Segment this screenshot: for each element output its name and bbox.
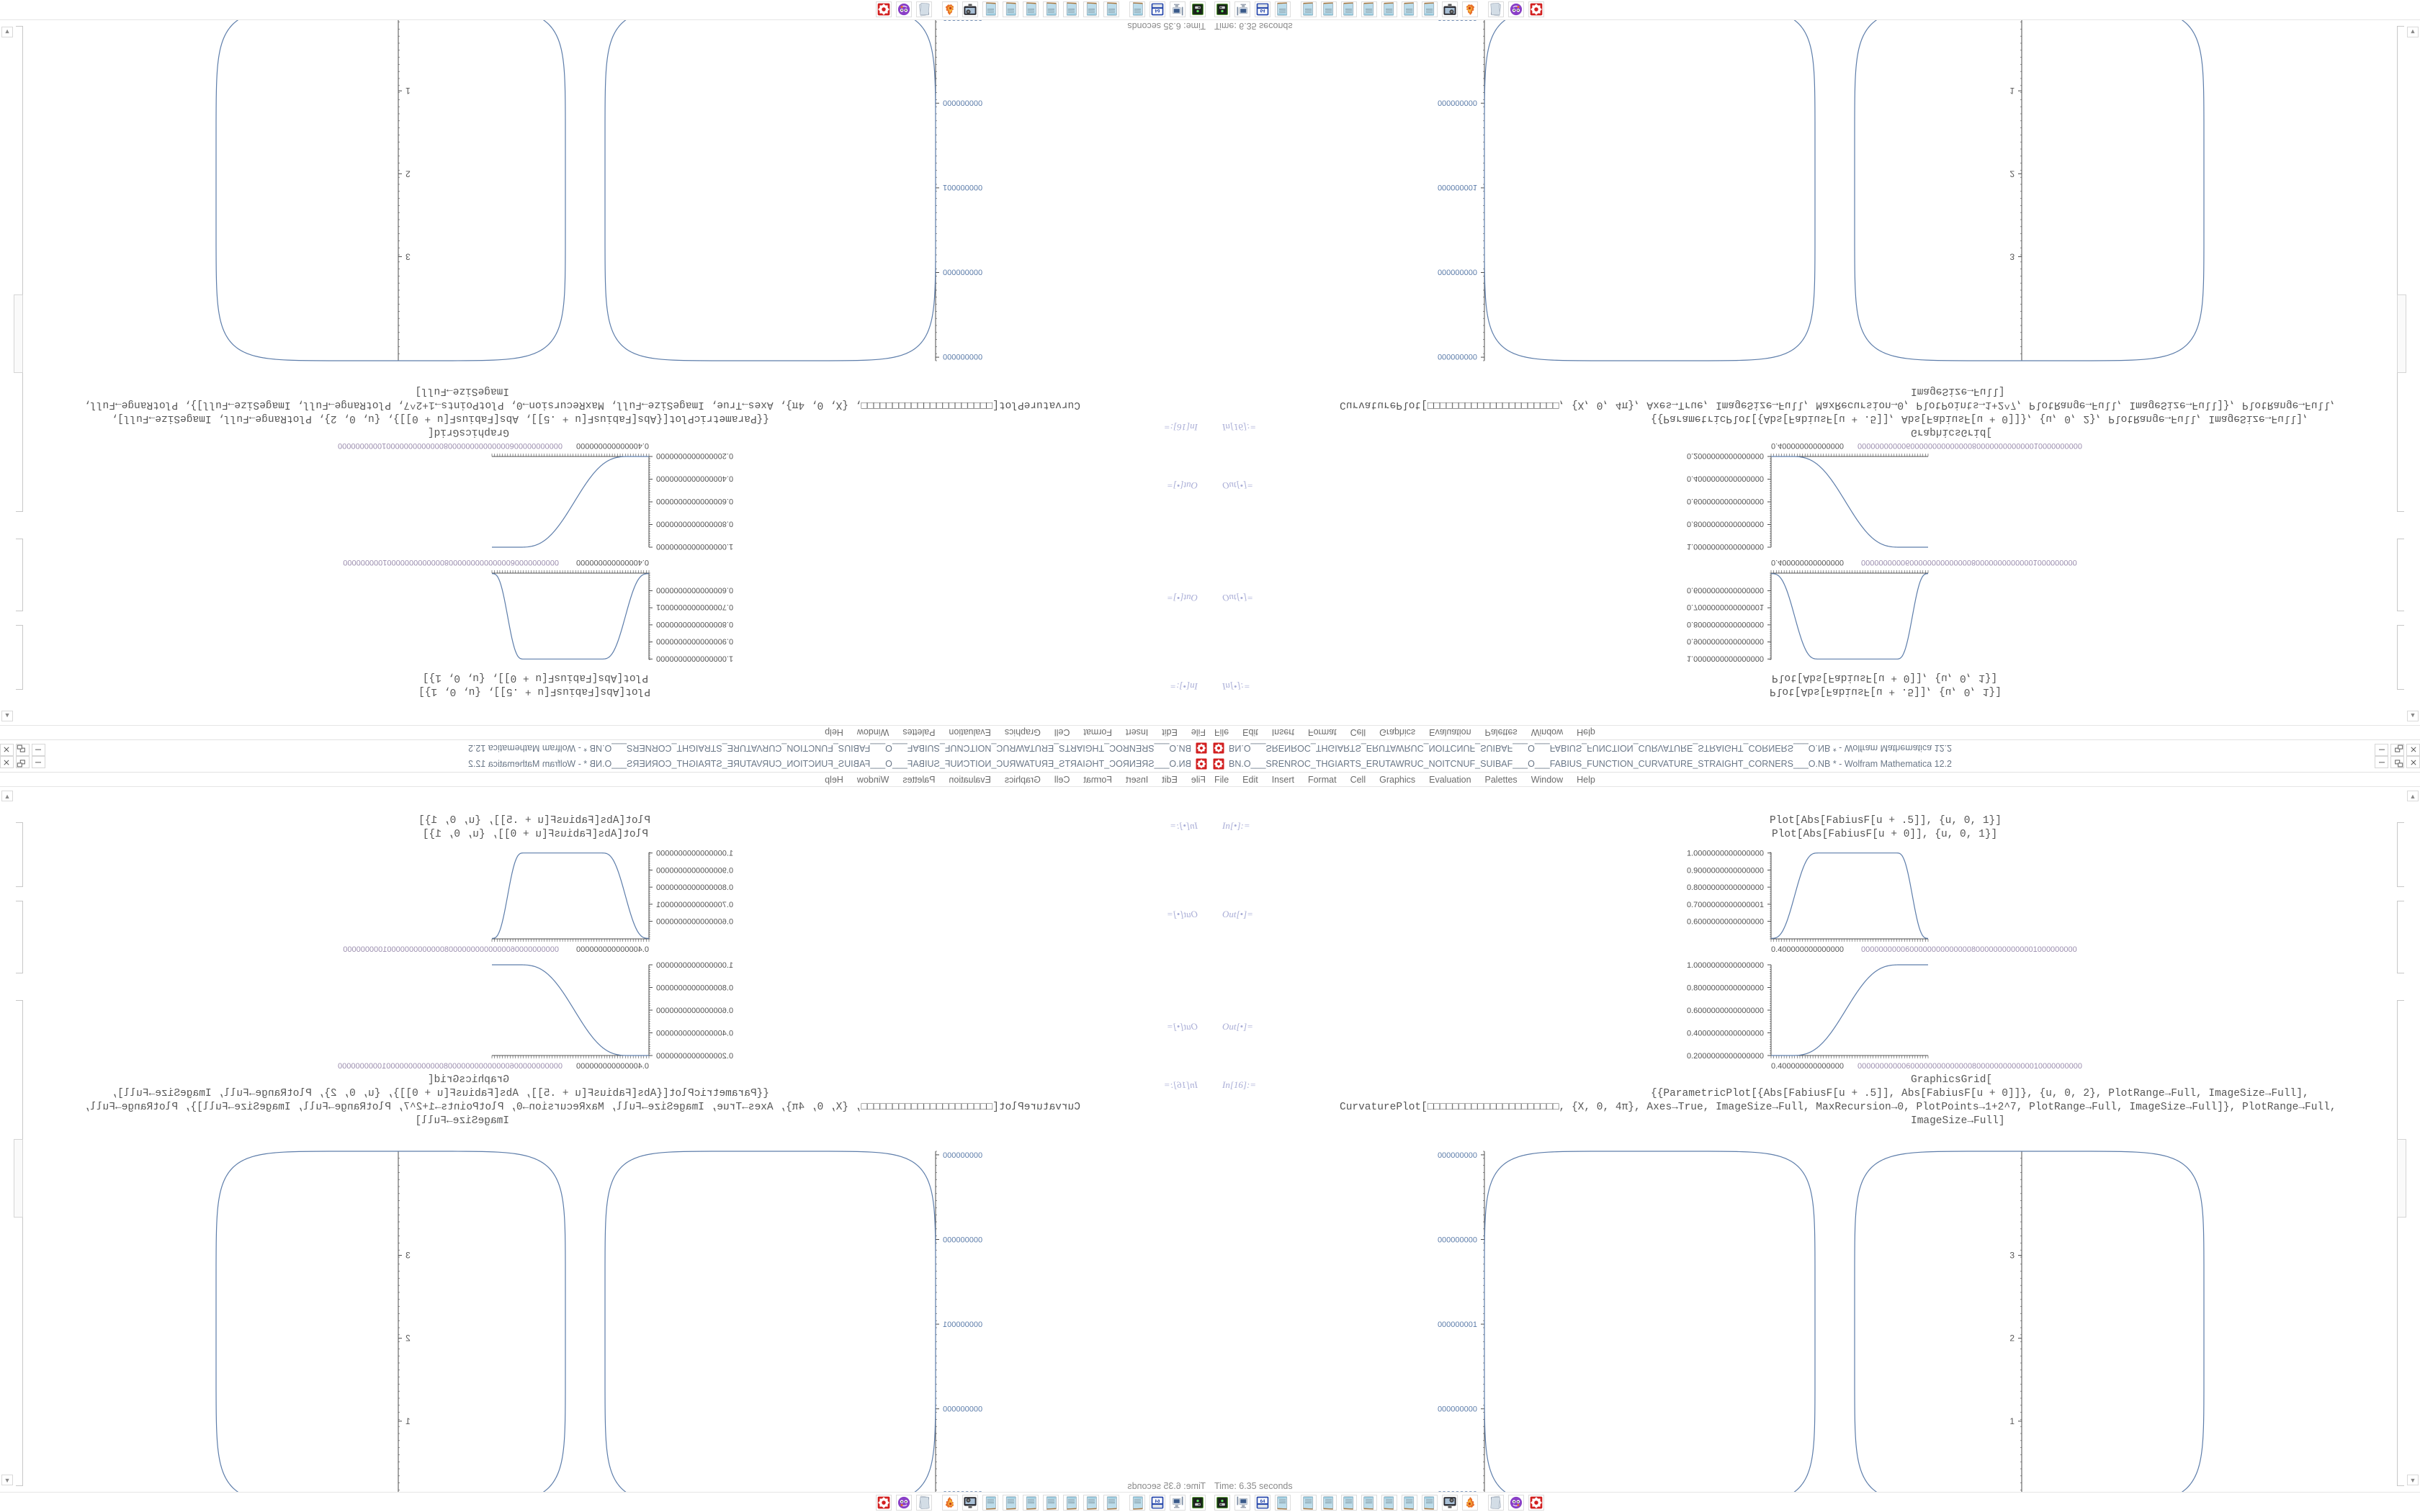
svg-text:64: 64 [1260,8,1265,13]
svg-text:0.9000000000000000: 0.9000000000000000 [1687,866,1764,875]
svg-text:1.0000000000000000: 1.0000000000000000 [1687,961,1764,970]
svg-text:2: 2 [2009,168,2015,179]
svg-text:000000000: 000000000 [1438,352,1477,361]
svg-text:000000000: 000000000 [1438,268,1477,276]
svg-text:64: 64 [1155,8,1160,13]
svg-text:0.7000000000000001: 0.7000000000000001 [1687,603,1764,611]
svg-text:0.6000000000000000: 0.6000000000000000 [1687,585,1764,594]
svg-text:2: 2 [405,1333,411,1344]
svg-text:3: 3 [2009,1251,2015,1261]
svg-text:1.0000000000000000: 1.0000000000000000 [656,542,733,551]
svg-text:0.400000000000000: 0.400000000000000 [1771,558,1844,567]
svg-text:1.0000000000000000: 1.0000000000000000 [656,961,733,970]
svg-text:64: 64 [1260,1499,1265,1504]
svg-text:0.7000000000000001: 0.7000000000000001 [656,603,733,611]
svg-text:000000001: 000000001 [943,1320,982,1329]
svg-text:000000001: 000000001 [1438,1320,1477,1329]
svg-text:0.2000000000000000: 0.2000000000000000 [1687,451,1764,460]
svg-text:2: 2 [405,168,411,179]
svg-text:1: 1 [2009,1416,2015,1426]
svg-text:000000000: 000000000 [1438,1405,1477,1414]
svg-text:0.400000000000000: 0.400000000000000 [576,1062,649,1071]
svg-text:0.2000000000000000: 0.2000000000000000 [1687,1052,1764,1061]
svg-text:0.8000000000000000: 0.8000000000000000 [1687,520,1764,528]
svg-text:0.8000000000000000: 0.8000000000000000 [656,620,733,629]
svg-text:0.9000000000000000: 0.9000000000000000 [656,637,733,646]
svg-text:3: 3 [405,251,411,261]
svg-text:000000000: 000000000 [1438,1151,1477,1160]
svg-text:000000000006000000000000008000: 0000000000060000000000000080000000000000… [338,441,563,450]
svg-text:3: 3 [405,1251,411,1261]
svg-text:0.2000000000000000: 0.2000000000000000 [656,451,733,460]
svg-text:000000000060000000000000080000: 0000000000600000000000000800000000000001… [343,945,559,954]
svg-text:000000001: 000000001 [1438,183,1477,192]
svg-text:0.400000000000000: 0.400000000000000 [1771,441,1844,450]
svg-text:000000000006000000000000008000: 0000000000060000000000000080000000000000… [338,1062,563,1071]
svg-text:0.6000000000000000: 0.6000000000000000 [1687,1007,1764,1015]
svg-text:0.8000000000000000: 0.8000000000000000 [1687,620,1764,629]
svg-text:2: 2 [2009,1333,2015,1344]
svg-text:0.8000000000000000: 0.8000000000000000 [1687,883,1764,892]
svg-text:0.400000000000000: 0.400000000000000 [576,945,649,954]
svg-text:0.4000000000000000: 0.4000000000000000 [1687,1030,1764,1038]
svg-text:0.400000000000000: 0.400000000000000 [1771,1062,1844,1071]
svg-text:000000000: 000000000 [943,352,982,361]
svg-text:0.8000000000000000: 0.8000000000000000 [656,520,733,528]
svg-text:1.0000000000000000: 1.0000000000000000 [656,654,733,662]
svg-text:0.400000000000000: 0.400000000000000 [576,441,649,450]
svg-text:000000000: 000000000 [943,1151,982,1160]
svg-text:0.400000000000000: 0.400000000000000 [576,558,649,567]
svg-text:3: 3 [2009,251,2015,261]
svg-text:0.6000000000000000: 0.6000000000000000 [1687,497,1764,505]
svg-text:000000000006000000000000008000: 0000000000060000000000000080000000000000… [1857,441,2082,450]
svg-text:1.0000000000000000: 1.0000000000000000 [1687,654,1764,662]
svg-text:000000000060000000000000080000: 0000000000600000000000000800000000000001… [1861,558,2077,567]
svg-text:1.0000000000000000: 1.0000000000000000 [1687,542,1764,551]
svg-text:000000000: 000000000 [1438,98,1477,107]
svg-text:1.0000000000000000: 1.0000000000000000 [1687,850,1764,858]
svg-text:0.7000000000000001: 0.7000000000000001 [656,901,733,909]
svg-text:0.400000000000000: 0.400000000000000 [1771,945,1844,954]
svg-text:0.6000000000000000: 0.6000000000000000 [1687,918,1764,927]
svg-text:0.2000000000000000: 0.2000000000000000 [656,1052,733,1061]
svg-text:1: 1 [2009,86,2015,96]
svg-text:0.4000000000000000: 0.4000000000000000 [1687,474,1764,483]
svg-text:64: 64 [1155,1499,1160,1504]
svg-text:0.4000000000000000: 0.4000000000000000 [656,1030,733,1038]
svg-text:000000000: 000000000 [943,98,982,107]
svg-text:1: 1 [405,1416,411,1426]
svg-text:000000000006000000000000008000: 0000000000060000000000000080000000000000… [1857,1062,2082,1071]
svg-text:000000000060000000000000080000: 0000000000600000000000000800000000000001… [343,558,559,567]
svg-text:1.0000000000000000: 1.0000000000000000 [656,850,733,858]
svg-text:0.4000000000000000: 0.4000000000000000 [656,474,733,483]
svg-text:000000000: 000000000 [943,1405,982,1414]
svg-text:000000001: 000000001 [943,183,982,192]
svg-text:0.9000000000000000: 0.9000000000000000 [1687,637,1764,646]
svg-text:000000000: 000000000 [943,268,982,276]
svg-text:000000000: 000000000 [1438,1236,1477,1245]
svg-text:0.9000000000000000: 0.9000000000000000 [656,866,733,875]
svg-text:000000000060000000000000080000: 0000000000600000000000000800000000000001… [1861,945,2077,954]
svg-text:0.8000000000000000: 0.8000000000000000 [656,984,733,993]
svg-text:0.6000000000000000: 0.6000000000000000 [656,918,733,927]
svg-text:0.6000000000000000: 0.6000000000000000 [656,497,733,505]
svg-text:1: 1 [405,86,411,96]
svg-text:0.7000000000000001: 0.7000000000000001 [1687,901,1764,909]
svg-text:0.8000000000000000: 0.8000000000000000 [656,883,733,892]
svg-text:000000000: 000000000 [943,1236,982,1245]
svg-text:0.6000000000000000: 0.6000000000000000 [656,585,733,594]
svg-text:0.6000000000000000: 0.6000000000000000 [656,1007,733,1015]
svg-text:0.8000000000000000: 0.8000000000000000 [1687,984,1764,993]
